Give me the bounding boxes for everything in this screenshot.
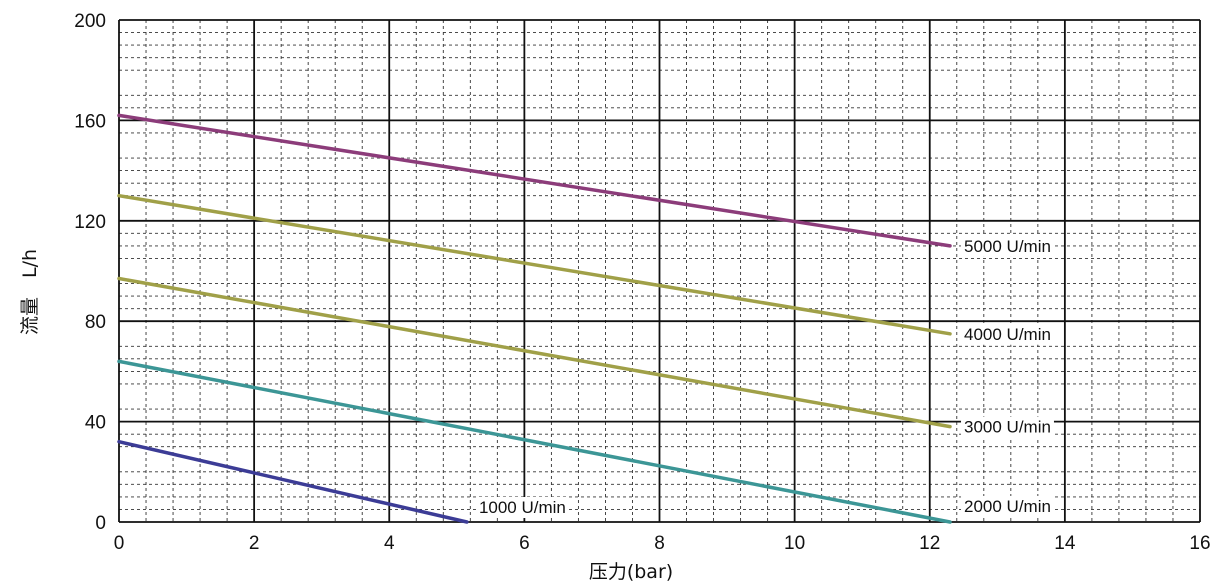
series-label-backdrop (961, 323, 1054, 345)
x-tick-label: 10 (784, 533, 805, 554)
series-label-1: 1000 U/min (479, 498, 566, 517)
x-tick-labels: 0 2 4 6 8 10 12 14 16 (114, 533, 1211, 554)
x-tick-label: 16 (1189, 533, 1210, 554)
y-tick-label: 40 (85, 413, 106, 434)
x-tick-label: 2 (249, 533, 260, 554)
y-tick-label: 160 (74, 111, 106, 132)
series-label-backdrop (961, 496, 1054, 517)
series-lines (117, 113, 952, 524)
y-tick-label: 0 (95, 513, 106, 534)
series-line-2 (117, 359, 952, 524)
series-line-5 (117, 113, 952, 248)
x-axis-title: 压力(bar) (589, 561, 673, 583)
series-label-5: 5000 U/min (964, 237, 1051, 256)
y-axis-title: 流量 L/h (19, 249, 41, 335)
series-line-1 (117, 439, 469, 524)
series-label-backdrop (961, 416, 1054, 438)
x-tick-label: 4 (384, 533, 395, 554)
series-line-3 (117, 276, 952, 429)
x-tick-label: 14 (1054, 533, 1076, 554)
series-label-backdrop (475, 497, 569, 518)
curve-labels: 1000 U/min 2000 U/min 3000 U/min 4000 U/min… (475, 235, 1054, 518)
x-tick-label: 0 (114, 533, 125, 554)
y-tick-label: 80 (85, 312, 106, 333)
series-label-3: 3000 U/min (964, 418, 1051, 437)
x-tick-label: 6 (519, 533, 530, 554)
y-tick-label: 120 (74, 212, 106, 233)
series-label-2: 2000 U/min (964, 497, 1051, 516)
series-line-4 (117, 193, 952, 336)
y-tick-label: 200 (74, 11, 106, 32)
series-label-backdrop (961, 235, 1054, 257)
x-tick-label: 8 (654, 533, 665, 554)
series-label-4: 4000 U/min (964, 325, 1051, 344)
y-tick-labels: 0 40 80 120 160 200 (74, 11, 106, 534)
x-tick-label: 12 (919, 533, 940, 554)
